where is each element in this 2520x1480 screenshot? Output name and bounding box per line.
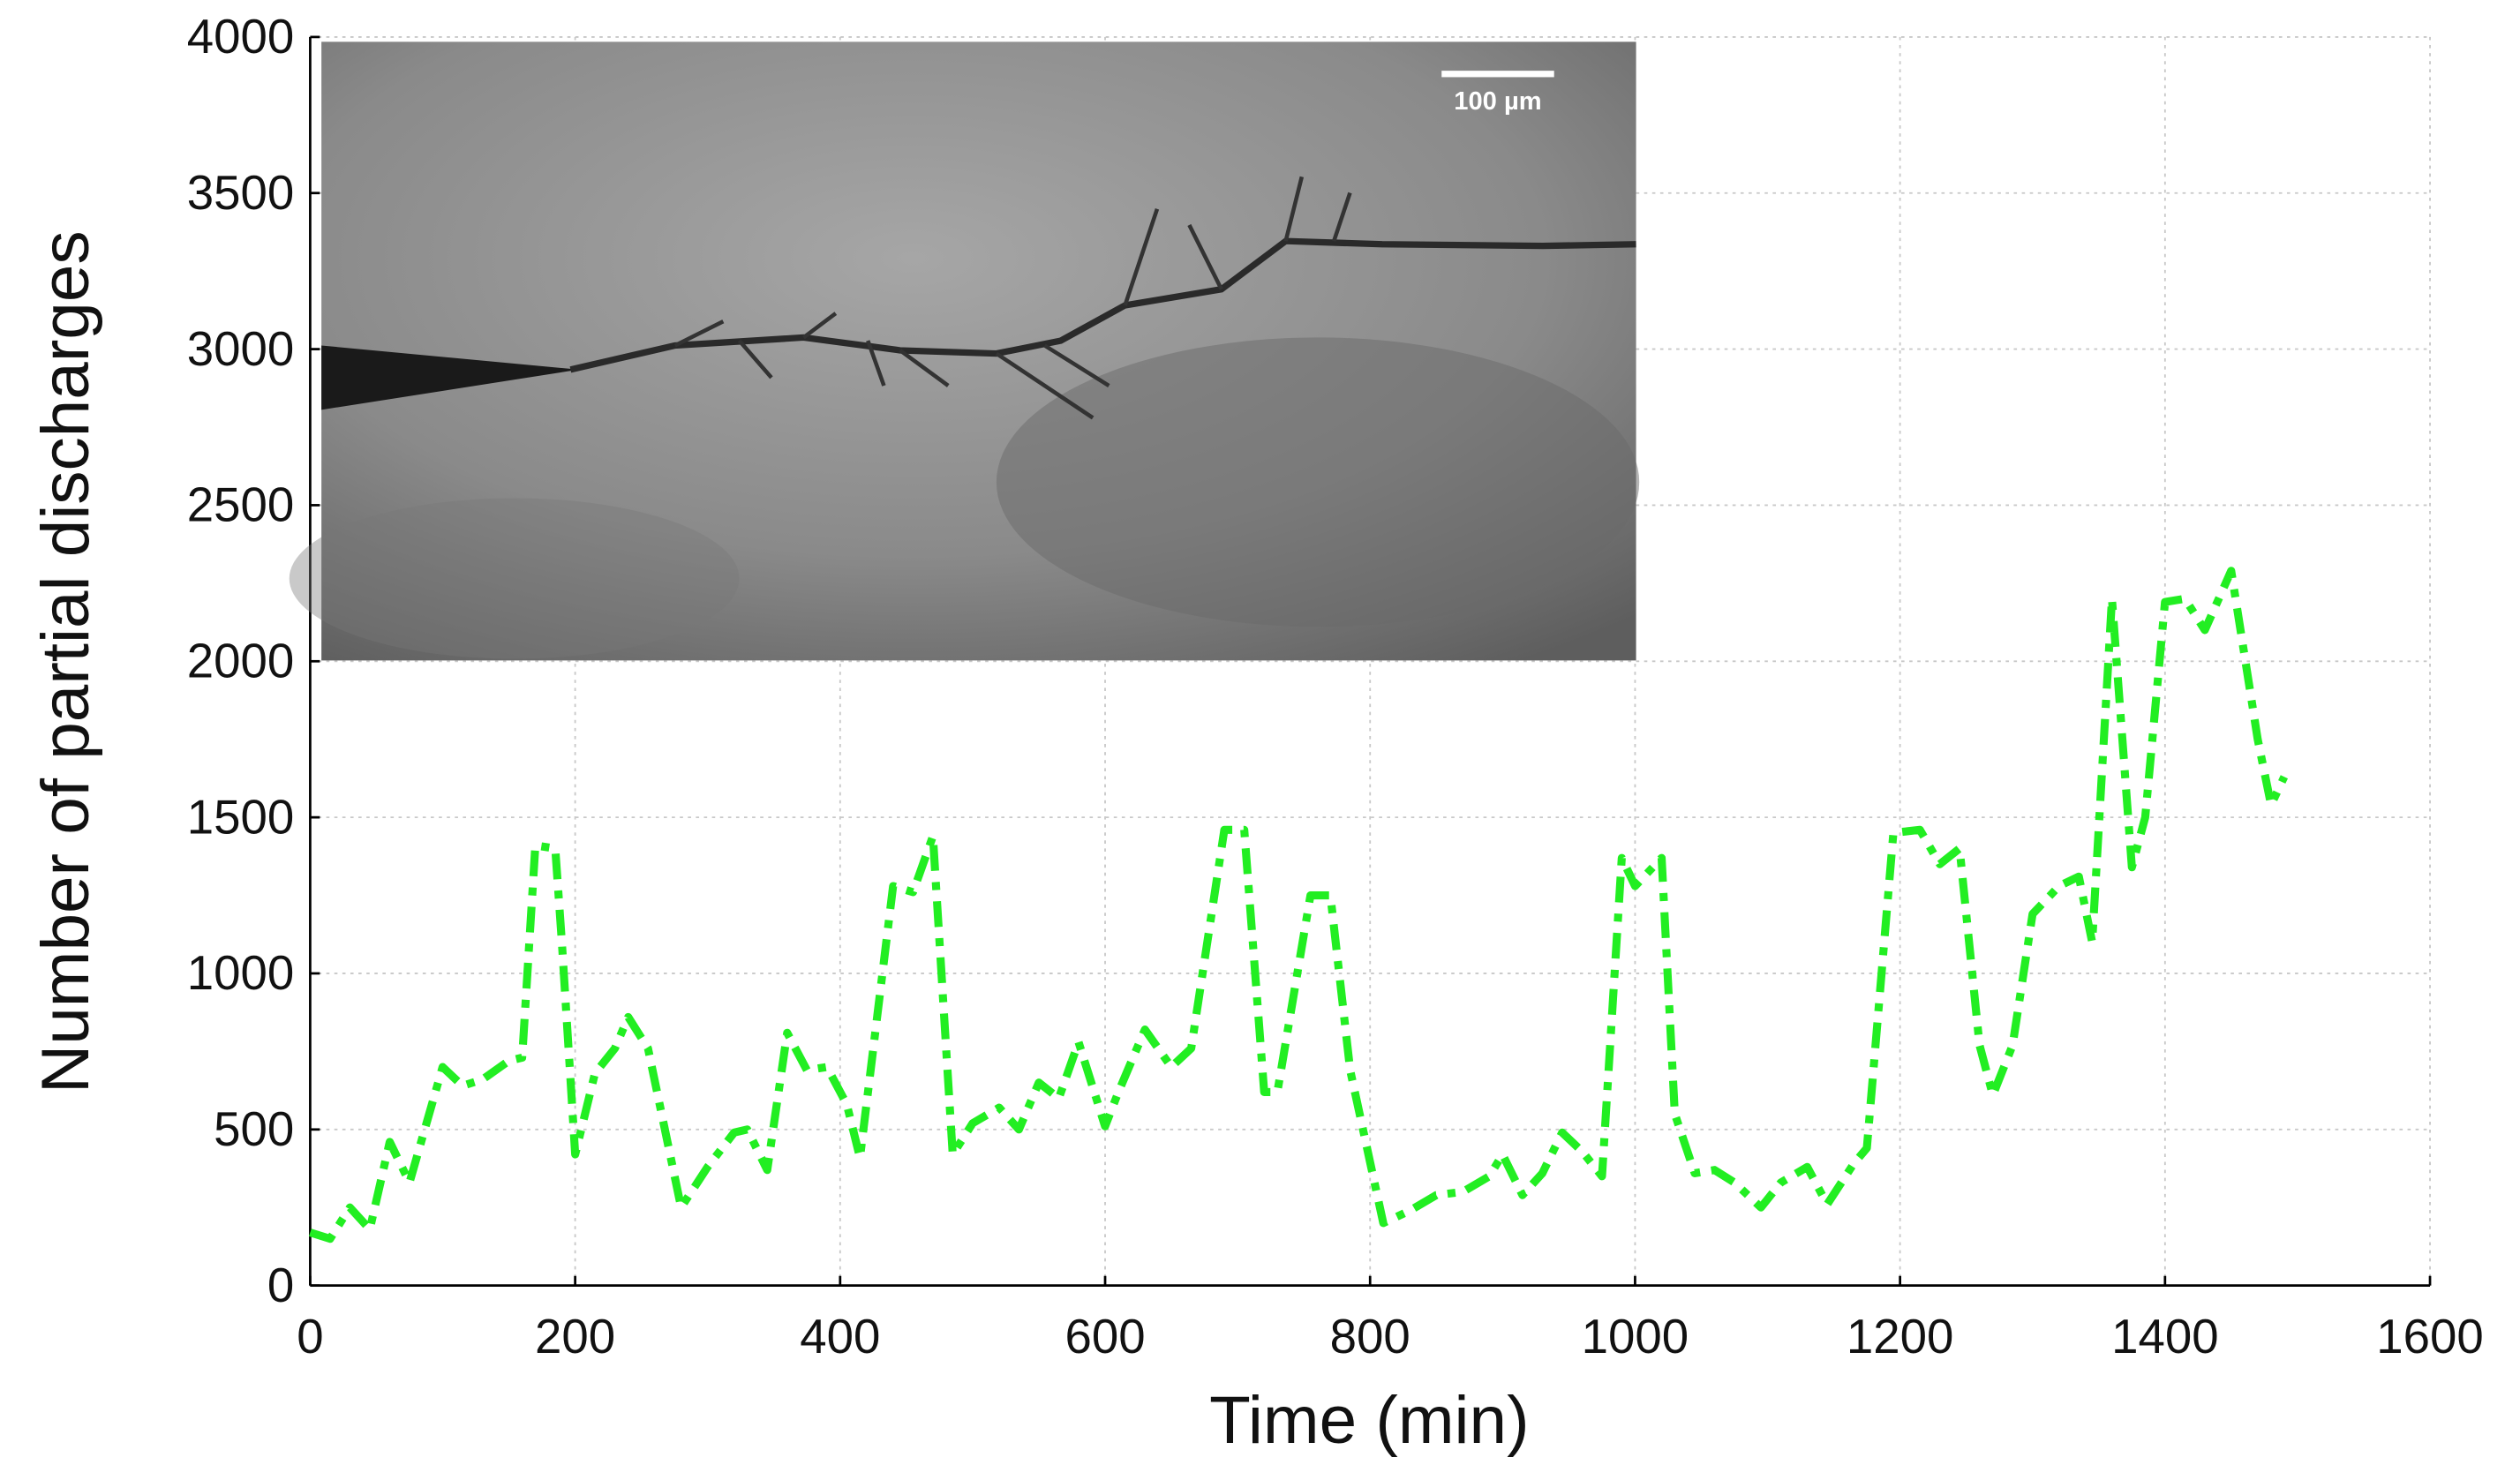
x-tick-label: 1000 [1582, 1310, 1689, 1364]
x-tick-label: 800 [1330, 1310, 1410, 1364]
x-tick-label: 400 [800, 1310, 880, 1364]
x-tick-label: 1600 [2376, 1310, 2484, 1364]
y-tick-label: 3000 [187, 322, 295, 376]
y-tick-label: 1000 [187, 946, 295, 1000]
x-axis-label: Time (min) [1209, 1383, 1529, 1458]
y-tick-label: 3500 [187, 166, 295, 220]
data-line [309, 567, 2289, 1243]
x-tick-label: 0 [297, 1310, 323, 1364]
y-tick-label: 4000 [187, 10, 295, 64]
y-tick-label: 500 [214, 1102, 294, 1156]
x-tick-label: 1400 [2111, 1310, 2219, 1364]
y-tick-label: 2000 [187, 634, 295, 687]
x-tick-label: 1200 [1847, 1310, 1954, 1364]
y-tick-label: 2500 [187, 478, 295, 532]
y-axis-label: Number of partial discharges [28, 230, 103, 1093]
x-tick-label: 600 [1064, 1310, 1145, 1364]
y-tick-label: 1500 [187, 790, 295, 844]
inset-image: 100 µm [289, 41, 1640, 661]
x-tick-label: 200 [535, 1310, 615, 1364]
scale-bar-label: 100 µm [1454, 87, 1541, 116]
y-tick-label: 0 [267, 1258, 294, 1312]
